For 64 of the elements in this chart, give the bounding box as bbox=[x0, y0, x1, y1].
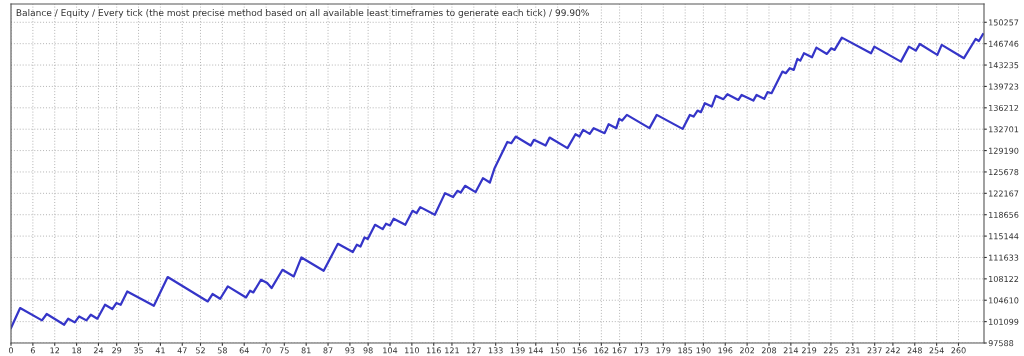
x-tick-label: 110 bbox=[405, 347, 420, 354]
y-tick-label: 139723 bbox=[989, 83, 1019, 90]
x-tick-label: 260 bbox=[951, 347, 966, 354]
x-tick-label: 144 bbox=[528, 347, 543, 354]
x-tick-label: 121 bbox=[445, 347, 459, 354]
x-tick-label: 179 bbox=[656, 347, 671, 354]
x-tick-label: 242 bbox=[885, 347, 900, 354]
y-tick-label: 111633 bbox=[989, 254, 1019, 261]
x-tick-label: 173 bbox=[634, 347, 649, 354]
x-tick-label: 127 bbox=[467, 347, 481, 354]
x-tick-label: 12 bbox=[50, 347, 60, 354]
x-tick-label: 70 bbox=[261, 347, 271, 354]
x-tick-label: 98 bbox=[363, 347, 373, 354]
y-tick-label: 118656 bbox=[989, 211, 1019, 218]
x-tick-label: 202 bbox=[740, 347, 755, 354]
x-tick-label: 196 bbox=[718, 347, 733, 354]
y-tick-label: 97588 bbox=[988, 340, 1014, 347]
x-tick-label: 248 bbox=[907, 347, 922, 354]
y-tick-label: 115144 bbox=[989, 233, 1019, 240]
y-tick-label: 101099 bbox=[989, 318, 1019, 325]
x-tick-label: 225 bbox=[823, 347, 838, 354]
y-tick-label: 146746 bbox=[989, 40, 1019, 47]
text: Balance / Equity / Every tick (the most precise method based on all available least timeframes to generate each tick) / 99.90% bbox=[16, 9, 589, 18]
y-tick-label: 108122 bbox=[989, 275, 1019, 283]
x-tick-label: 6 bbox=[30, 347, 35, 354]
x-tick-label: 185 bbox=[678, 347, 693, 354]
x-tick-label: 24 bbox=[93, 347, 104, 354]
x-tick-label: 0 bbox=[8, 347, 14, 354]
x-tick-label: 167 bbox=[612, 347, 627, 354]
y-tick-label: 104610 bbox=[989, 297, 1019, 304]
x-tick-label: 214 bbox=[783, 347, 799, 354]
x-tick-label: 116 bbox=[426, 347, 441, 354]
x-tick-label: 237 bbox=[867, 347, 882, 354]
y-tick-label: 136212 bbox=[989, 104, 1019, 111]
x-tick-label: 254 bbox=[929, 347, 944, 354]
x-tick-label: 162 bbox=[594, 347, 609, 354]
x-tick-label: 47 bbox=[177, 347, 187, 354]
x-tick-label: 133 bbox=[488, 347, 503, 354]
x-tick-label: 231 bbox=[845, 347, 860, 354]
y-tick-label: 129190 bbox=[989, 147, 1019, 154]
x-tick-label: 58 bbox=[217, 347, 227, 354]
y-tick-label: 150257 bbox=[989, 19, 1019, 26]
x-tick-label: 81 bbox=[301, 347, 311, 354]
x-tick-label: 35 bbox=[134, 347, 143, 354]
x-tick-label: 139 bbox=[510, 347, 525, 354]
line-series bbox=[11, 33, 984, 330]
x-tick-label: 64 bbox=[239, 347, 249, 354]
x-tick-label: 87 bbox=[323, 347, 333, 354]
x-tick-label: 75 bbox=[279, 347, 289, 354]
x-tick-label: 104 bbox=[383, 347, 398, 354]
x-tick-label: 18 bbox=[72, 347, 82, 354]
x-tick-label: 208 bbox=[761, 347, 777, 354]
y-tick-label: 125678 bbox=[989, 169, 1019, 176]
x-tick-label: 219 bbox=[801, 347, 817, 354]
x-tick-label: 29 bbox=[112, 347, 122, 354]
x-tick-label: 190 bbox=[696, 347, 711, 354]
y-tick-label: 143235 bbox=[989, 62, 1019, 69]
x-tick-label: 93 bbox=[345, 347, 355, 354]
x-tick-label: 52 bbox=[195, 347, 205, 354]
y-tick-label: 122167 bbox=[989, 190, 1019, 197]
y-tick-label: 132701 bbox=[989, 126, 1019, 133]
x-tick-label: 156 bbox=[572, 347, 587, 354]
x-tick-label: 41 bbox=[155, 347, 165, 354]
x-tick-label: 150 bbox=[550, 347, 565, 354]
